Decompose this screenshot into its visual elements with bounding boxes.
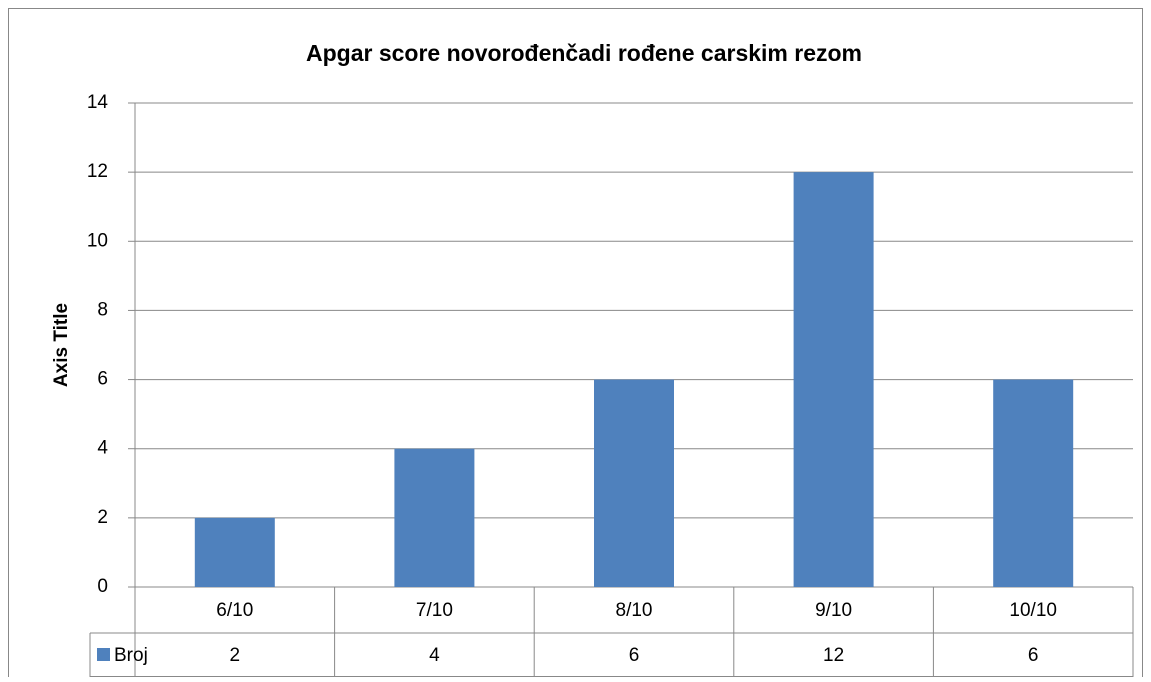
x-tick-label: 9/10	[815, 600, 852, 621]
bar	[993, 379, 1074, 587]
legend-label: Broj	[114, 645, 148, 666]
bar	[793, 172, 874, 587]
table-value: 2	[230, 645, 241, 666]
bar	[594, 379, 674, 587]
table-value: 12	[823, 645, 844, 666]
table-value: 6	[629, 645, 640, 666]
table-value: 4	[429, 645, 440, 666]
y-tick-label: 2	[97, 507, 108, 528]
legend-key	[97, 648, 110, 661]
bar	[394, 448, 475, 587]
y-axis-title: Axis Title	[51, 303, 72, 387]
y-tick-label: 14	[87, 92, 109, 113]
x-tick-label: 7/10	[416, 600, 453, 621]
x-tick-label: 8/10	[616, 600, 653, 621]
y-tick-label: 0	[97, 576, 108, 597]
x-tick-label: 6/10	[216, 600, 253, 621]
y-tick-label: 12	[87, 161, 108, 182]
x-tick-label: 10/10	[1009, 600, 1057, 621]
y-tick-label: 8	[97, 299, 108, 320]
bar	[194, 517, 275, 587]
y-tick-label: 4	[97, 438, 108, 459]
chart-title: Apgar score novorođenčadi rođene carskim…	[306, 40, 862, 66]
y-tick-label: 6	[97, 369, 108, 390]
y-tick-label: 10	[87, 230, 108, 251]
chart-frame	[8, 8, 1143, 682]
table-value: 6	[1028, 645, 1039, 666]
